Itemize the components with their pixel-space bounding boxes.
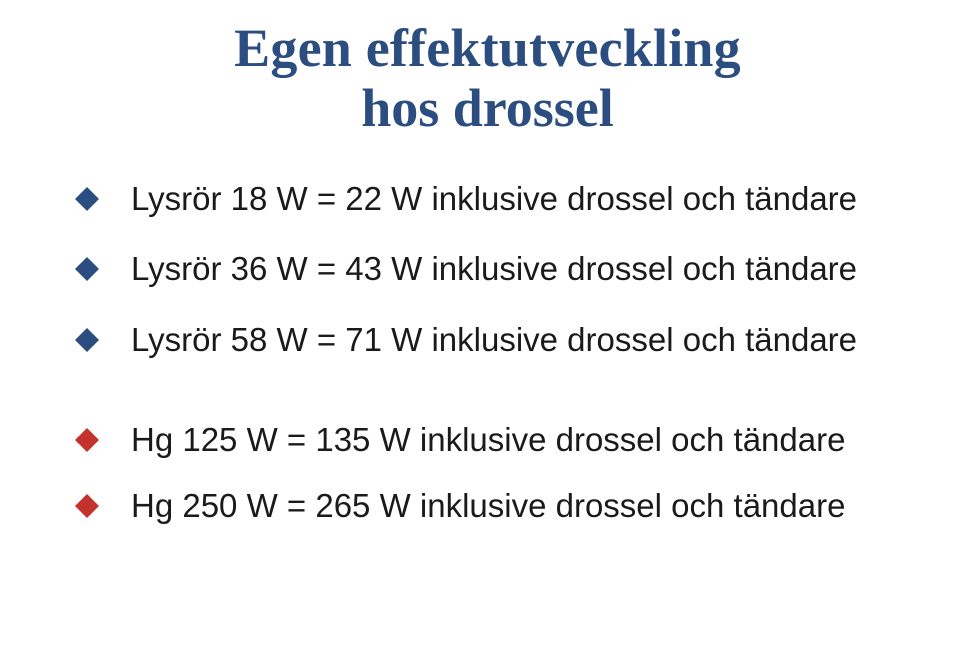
list-item: Lysrör 36 W = 43 W inklusive drossel och… <box>75 251 900 287</box>
diamond-icon <box>75 328 99 352</box>
diamond-icon <box>75 257 99 281</box>
list-item-text: Hg 250 W = 265 W inklusive drossel och t… <box>131 488 845 524</box>
title-line-1: Egen effektutveckling <box>75 18 900 78</box>
diamond-icon <box>75 494 99 518</box>
list-item-text: Lysrör 58 W = 71 W inklusive drossel och… <box>131 322 857 358</box>
list-item-text: Lysrör 36 W = 43 W inklusive drossel och… <box>131 251 857 287</box>
bullet-list: Lysrör 18 W = 22 W inklusive drossel och… <box>75 181 900 548</box>
list-item-text: Hg 125 W = 135 W inklusive drossel och t… <box>131 422 845 458</box>
list-item-text: Lysrör 18 W = 22 W inklusive drossel och… <box>131 181 857 217</box>
list-item: Lysrör 58 W = 71 W inklusive drossel och… <box>75 322 900 358</box>
list-item: Hg 250 W = 265 W inklusive drossel och t… <box>75 488 900 524</box>
slide-title: Egen effektutveckling hos drossel <box>75 18 900 139</box>
group-blue: Lysrör 18 W = 22 W inklusive drossel och… <box>75 181 900 392</box>
slide: Egen effektutveckling hos drossel Lysrör… <box>0 0 960 649</box>
list-item: Lysrör 18 W = 22 W inklusive drossel och… <box>75 181 900 217</box>
list-item: Hg 125 W = 135 W inklusive drossel och t… <box>75 422 900 458</box>
diamond-icon <box>75 428 99 452</box>
diamond-icon <box>75 187 99 211</box>
group-red: Hg 125 W = 135 W inklusive drossel och t… <box>75 392 900 549</box>
title-line-2: hos drossel <box>75 78 900 138</box>
